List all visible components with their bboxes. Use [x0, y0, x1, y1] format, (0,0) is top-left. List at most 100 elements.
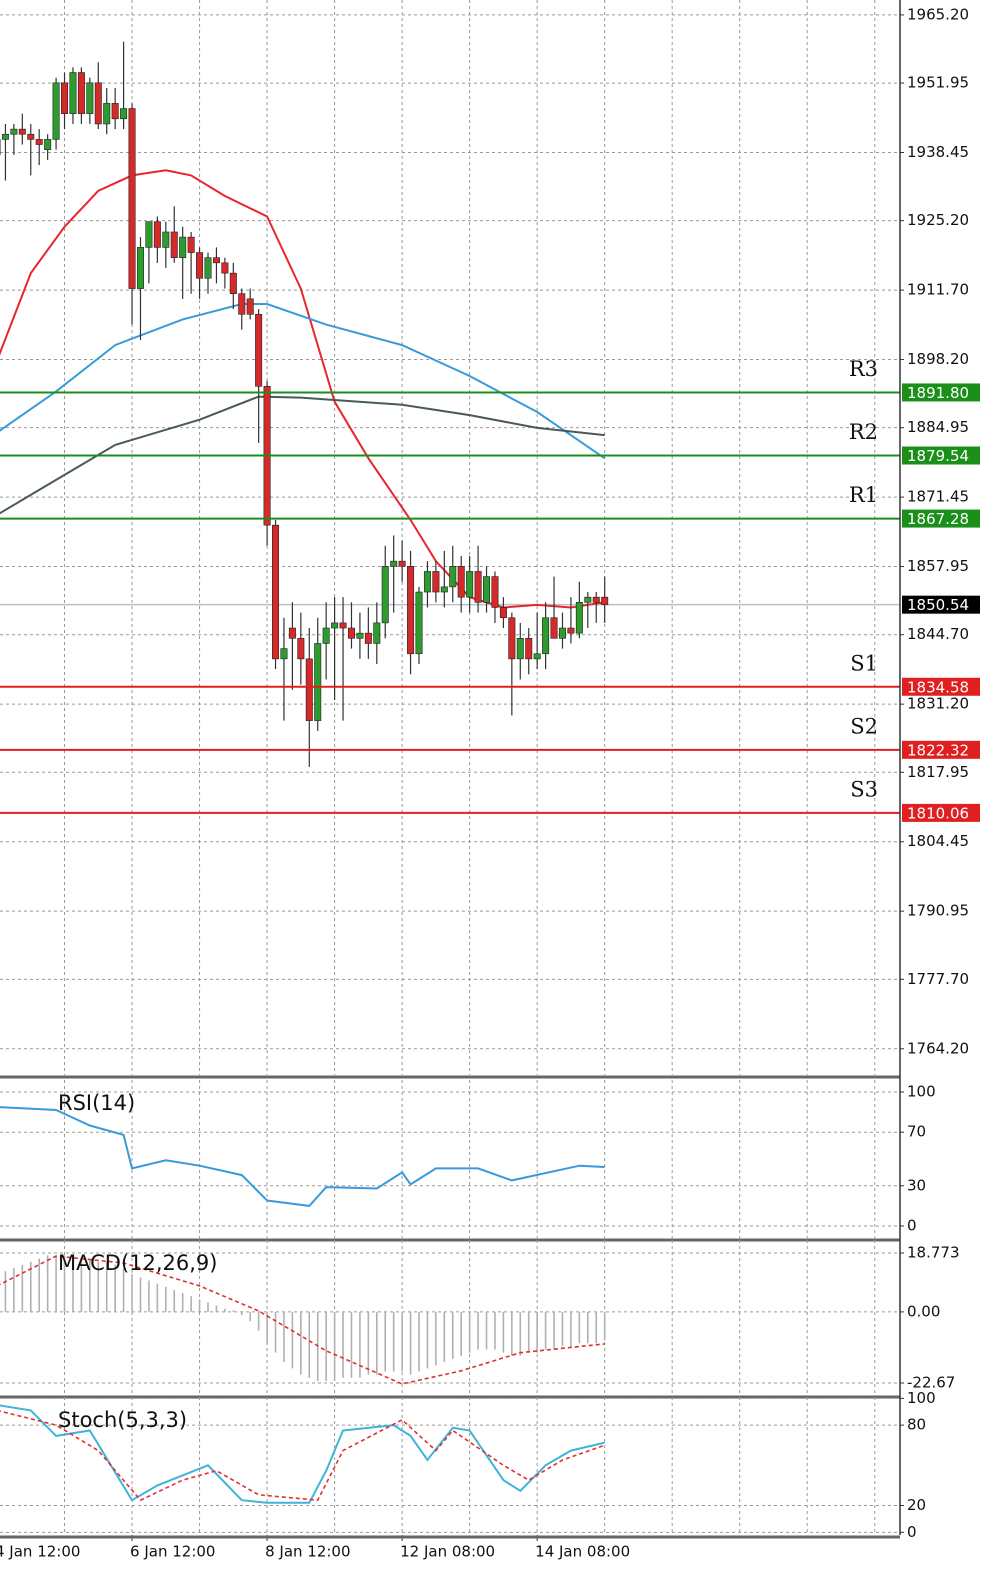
candle-body [221, 262, 229, 274]
candle-body [61, 82, 69, 114]
indicator-line [0, 1410, 605, 1502]
candle-body [525, 638, 533, 660]
candle-body [204, 257, 212, 279]
level-value: 1867.28 [907, 510, 969, 528]
candle-body [567, 627, 575, 634]
candle-body [356, 632, 364, 639]
candle-body [550, 617, 558, 639]
level-value: 1879.54 [907, 447, 969, 465]
level-tag [902, 677, 980, 696]
candle-body [322, 627, 330, 644]
candle-body [280, 648, 288, 660]
candle-body [86, 82, 94, 114]
candle-body [10, 128, 18, 135]
y-tick-label: 70 [907, 1123, 926, 1141]
indicator-line [0, 395, 605, 515]
candle-body [111, 103, 119, 120]
candle-body [94, 82, 102, 125]
candle-body [297, 638, 305, 660]
candle-body [27, 133, 35, 140]
y-tick-label: 0 [907, 1216, 917, 1234]
candle-body [212, 257, 220, 264]
candle-body [136, 247, 144, 289]
x-tick-label: 12 Jan 08:00 [400, 1543, 495, 1561]
candle-body [44, 139, 52, 150]
level-name: S3 [850, 777, 878, 801]
candle-body [238, 293, 246, 315]
y-tick-label: 1965.20 [907, 5, 969, 23]
candle-body [35, 139, 43, 145]
candle-body [364, 632, 372, 644]
candle-body [255, 313, 263, 387]
indicator-line [0, 303, 606, 460]
candle-body [542, 617, 550, 655]
level-name: R3 [849, 357, 878, 381]
candle-body [415, 591, 423, 655]
level-tag [902, 740, 980, 759]
level-tag [902, 509, 980, 528]
y-tick-label: 1871.45 [907, 488, 969, 506]
candle-body [499, 607, 507, 619]
candle-body [474, 571, 482, 603]
candle-body [373, 622, 381, 644]
y-tick-label: 100 [907, 1389, 936, 1407]
y-tick-label: 1804.45 [907, 832, 969, 850]
candle-body [305, 658, 313, 721]
y-tick-label: 20 [907, 1496, 926, 1514]
indicator-title: MACD(12,26,9) [58, 1251, 218, 1275]
level-tag [902, 803, 980, 822]
x-tick-label: 8 Jan 12:00 [265, 1543, 350, 1561]
candle-body [381, 566, 389, 624]
candle-body [491, 576, 499, 608]
candle-body [483, 576, 491, 603]
candle-body [331, 622, 339, 629]
candle-body [187, 236, 195, 253]
candle-body [449, 566, 457, 588]
candle-body [229, 272, 237, 294]
candle-body [69, 72, 77, 114]
level-value: 1810.06 [907, 804, 969, 822]
candle-body [196, 252, 204, 279]
candle-body [558, 627, 566, 639]
y-tick-label: 30 [907, 1176, 926, 1194]
candle-body [390, 560, 398, 567]
level-value: 1822.32 [907, 741, 969, 759]
candle-body [1, 133, 9, 140]
candle-body [466, 571, 474, 598]
y-tick-label: 1831.20 [907, 695, 969, 713]
y-tick-label: 1764.20 [907, 1039, 969, 1057]
y-tick-label: 80 [907, 1416, 926, 1434]
candle-body [128, 108, 136, 289]
candle-body [153, 221, 161, 248]
y-tick-label: 0 [907, 1523, 917, 1541]
y-tick-label: 1857.95 [907, 557, 969, 575]
candle-body [52, 82, 60, 140]
level-name: S2 [850, 714, 878, 738]
candle-body [516, 638, 524, 660]
candle-body [423, 571, 431, 593]
candle-body [103, 103, 111, 125]
candle-body [457, 566, 465, 598]
candle-body [432, 571, 440, 593]
indicator-title: RSI(14) [58, 1091, 135, 1115]
candle-body [162, 231, 170, 248]
candle-body [575, 602, 583, 634]
indicator-line [0, 1255, 605, 1385]
y-tick-label: 1844.70 [907, 625, 969, 643]
y-tick-label: 1884.95 [907, 418, 969, 436]
candle-body [584, 596, 592, 603]
level-name: R1 [849, 483, 878, 507]
candle-body [314, 643, 322, 721]
indicator-title: Stoch(5,3,3) [58, 1408, 187, 1432]
x-tick-label: 6 Jan 12:00 [130, 1543, 215, 1561]
y-tick-label: 1938.45 [907, 143, 969, 161]
candle-body [288, 627, 296, 639]
candle-body [272, 524, 280, 660]
candle-body [533, 653, 541, 660]
candle-body [508, 617, 516, 660]
candle-body [77, 72, 85, 114]
y-tick-label: 1951.95 [907, 74, 969, 92]
candle-body [407, 566, 415, 655]
